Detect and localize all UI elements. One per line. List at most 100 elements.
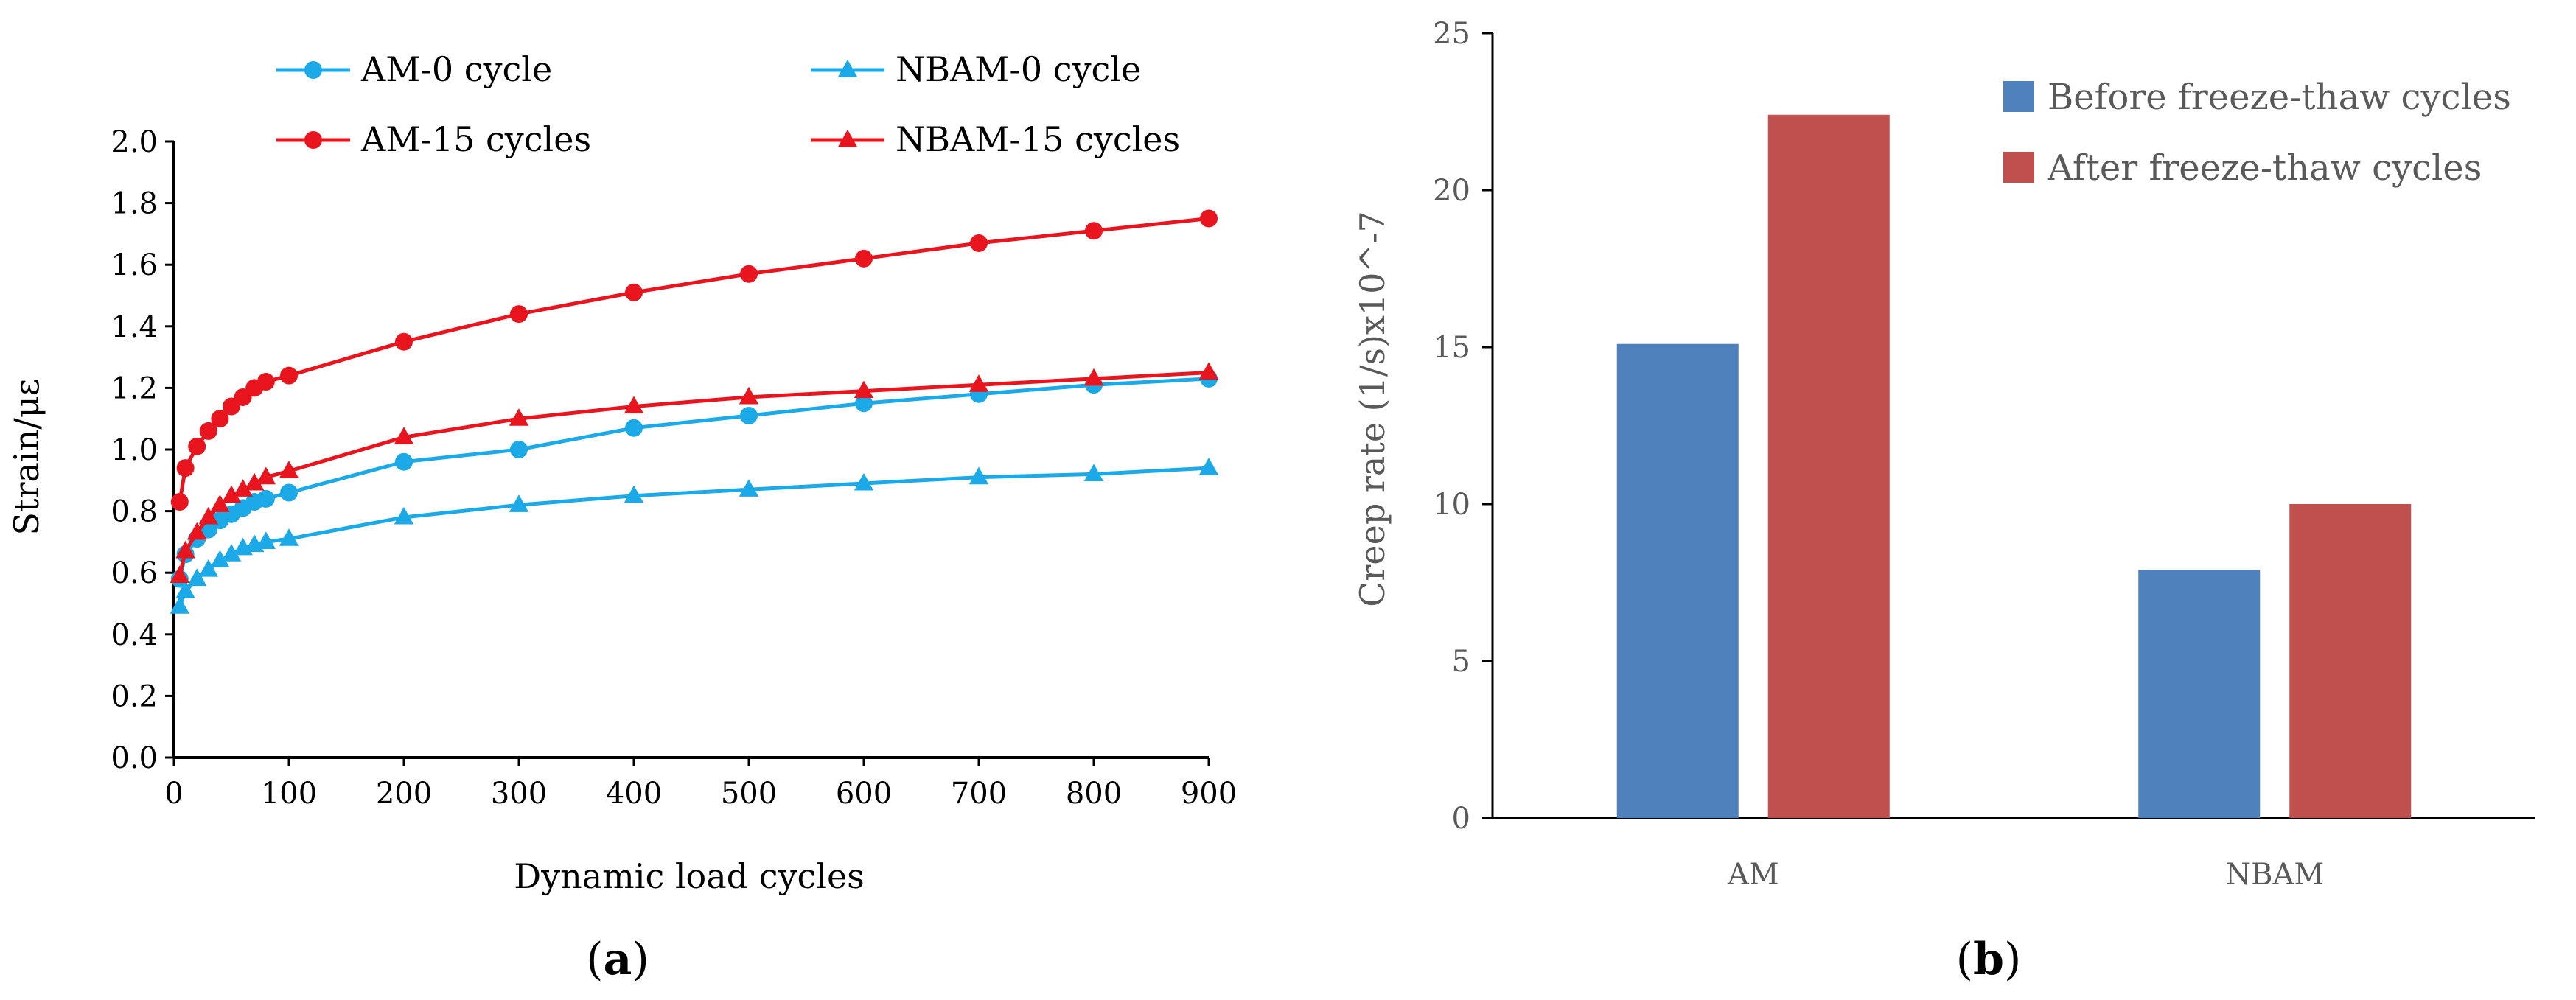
series-line-am-0-cycle: [178, 377, 1210, 580]
data-point-am-15-cycles: [740, 265, 758, 283]
chart-a-x-axis-title: Dynamic load cycles: [514, 856, 865, 896]
data-point-nbam-0-cycle: [1198, 457, 1219, 475]
chart-a-y-tick-label: 0.8: [111, 495, 158, 529]
data-point-nbam-0-cycle: [394, 506, 414, 525]
data-point-am-15-cycles: [1200, 209, 1218, 228]
data-point-am-0-cycle: [256, 489, 275, 508]
chart-a-x-tick-label: 600: [836, 777, 892, 811]
legend-label: After freeze-thaw cycles: [2047, 147, 2482, 189]
chart-a-y-axis-title: Strain/με: [7, 379, 46, 536]
chart-a-y-tick-label: 1.0: [111, 433, 158, 467]
data-point-nbam-15-cycles: [509, 408, 529, 426]
chart-a-y-tick-label: 1.4: [111, 310, 158, 344]
data-point-am-15-cycles: [855, 249, 873, 268]
chart-a-y-tick-label: 1.8: [111, 187, 158, 221]
chart-a-y-ticks: 0.0 0.2 0.4 0.6 0.8 1.0 1.2 1.4 1.6 1.8 2.0: [111, 125, 174, 775]
data-point-nbam-0-cycle: [221, 543, 242, 562]
legend-swatch-marker: [837, 59, 858, 77]
chart-b-category-labels: AM NBAM: [1727, 858, 2325, 892]
chart-a-x-tick-label: 900: [1181, 777, 1237, 811]
chart-a-x-tick-label: 700: [951, 777, 1007, 811]
data-point-nbam-15-cycles: [210, 494, 230, 512]
data-point-am-15-cycles: [510, 305, 528, 324]
data-point-nbam-15-cycles: [244, 472, 265, 491]
data-point-nbam-15-cycles: [279, 461, 299, 478]
chart-a-x-tick-label: 0: [164, 777, 183, 811]
chart-a-x-tick-label: 500: [721, 777, 777, 811]
series-line-nbam-0-cycle: [178, 466, 1210, 608]
data-point-am-0-cycle: [625, 419, 643, 437]
chart-b-bars: [1616, 114, 2412, 818]
data-point-am-0-cycle: [280, 483, 298, 502]
data-point-nbam-0-cycle: [175, 581, 195, 598]
chart-a-y-tick-label: 0.6: [111, 556, 158, 590]
bar-nbam-after-freeze-thaw-cycles: [2289, 504, 2412, 818]
chart-a-y-tick-label: 2.0: [111, 125, 158, 159]
legend-label: Before freeze-thaw cycles: [2048, 77, 2511, 118]
data-point-nbam-0-cycle: [1083, 464, 1104, 482]
data-point-am-15-cycles: [176, 459, 195, 478]
data-point-am-15-cycles: [395, 332, 413, 351]
series-nbam-0-cycle: [170, 457, 1219, 614]
legend-item-nbam-0-cycle: NBAM-0 cycle: [811, 49, 1141, 89]
legend-item-nbam-15-cycles: NBAM-15 cycles: [811, 119, 1180, 159]
data-point-nbam-0-cycle: [968, 466, 989, 485]
panel-label-a: (a): [586, 934, 649, 985]
legend-swatch-marker: [304, 61, 322, 79]
data-point-nbam-15-cycles: [256, 466, 276, 485]
panel-label-b-letter: b: [1973, 934, 2004, 985]
data-point-nbam-15-cycles: [1083, 368, 1104, 386]
chart-a-x-ticks: 0 100 200 300 400 500 600 700 800 900: [164, 758, 1237, 811]
chart-a-y-tick-label: 0.0: [111, 741, 158, 775]
data-point-nbam-15-cycles: [854, 380, 874, 399]
bar-am-before-freeze-thaw-cycles: [1616, 343, 1739, 818]
chart-a-x-tick-label: 200: [376, 777, 432, 811]
chart-a-series: [170, 209, 1219, 614]
chart-a-x-tick-label: 300: [491, 777, 547, 811]
data-point-am-0-cycle: [855, 394, 873, 413]
series-am-15-cycles: [170, 209, 1218, 511]
chart-a-x-tick-label: 800: [1066, 777, 1122, 811]
chart-b-y-tick-label: 0: [1452, 802, 1470, 836]
legend-label: AM-0 cycle: [360, 49, 552, 89]
chart-b-y-axis-title: Creep rate (1/s)x10^-7: [1352, 211, 1392, 607]
legend-label: AM-15 cycles: [360, 119, 591, 159]
legend-item-before-freeze-thaw-cycles: Before freeze-thaw cycles: [2003, 77, 2511, 118]
chart-a-y-tick-label: 0.2: [111, 679, 158, 713]
chart-b-category-label: AM: [1727, 858, 1779, 892]
data-point-nbam-0-cycle: [624, 485, 644, 503]
chart-a-legend: AM-0 cycle NBAM-0 cycle AM-15 cycles NBAM-1…: [276, 49, 1180, 159]
data-point-am-15-cycles: [170, 493, 189, 511]
chart-a-y-tick-label: 0.4: [111, 618, 158, 652]
legend-item-am-15-cycles: AM-15 cycles: [276, 119, 591, 159]
legend-swatch: [2003, 152, 2034, 183]
legend-item-after-freeze-thaw-cycles: After freeze-thaw cycles: [2003, 147, 2482, 189]
data-point-nbam-15-cycles: [170, 565, 190, 583]
data-point-nbam-15-cycles: [968, 374, 989, 392]
data-point-am-15-cycles: [256, 373, 275, 391]
data-point-am-15-cycles: [625, 283, 643, 301]
data-point-nbam-0-cycle: [854, 472, 874, 491]
data-point-nbam-0-cycle: [186, 568, 207, 587]
data-point-am-15-cycles: [188, 437, 206, 455]
chart-b: 0 5 10 15 20 25 AM NBAM Creep rate (1/s)x10^-7…: [1352, 17, 2535, 985]
legend-item-am-0-cycle: AM-0 cycle: [276, 49, 552, 89]
legend-label: NBAM-15 cycles: [896, 119, 1180, 159]
chart-b-y-tick-label: 15: [1433, 331, 1470, 365]
data-point-nbam-15-cycles: [624, 396, 644, 414]
chart-b-y-tick-label: 5: [1452, 645, 1470, 679]
data-point-am-15-cycles: [199, 422, 217, 440]
chart-b-legend: Before freeze-thaw cycles After freeze-th…: [2003, 77, 2511, 189]
chart-b-y-tick-label: 10: [1433, 488, 1470, 522]
chart-a-y-tick-label: 1.6: [111, 248, 158, 282]
data-point-nbam-15-cycles: [1198, 362, 1219, 380]
data-point-nbam-0-cycle: [170, 596, 190, 614]
data-point-am-15-cycles: [211, 410, 229, 428]
data-point-nbam-15-cycles: [233, 479, 253, 497]
chart-a-y-tick-label: 1.2: [111, 371, 158, 405]
bar-am-after-freeze-thaw-cycles: [1767, 114, 1890, 818]
data-point-nbam-0-cycle: [198, 559, 219, 577]
data-point-am-0-cycle: [395, 452, 413, 471]
legend-label: NBAM-0 cycle: [896, 49, 1141, 89]
